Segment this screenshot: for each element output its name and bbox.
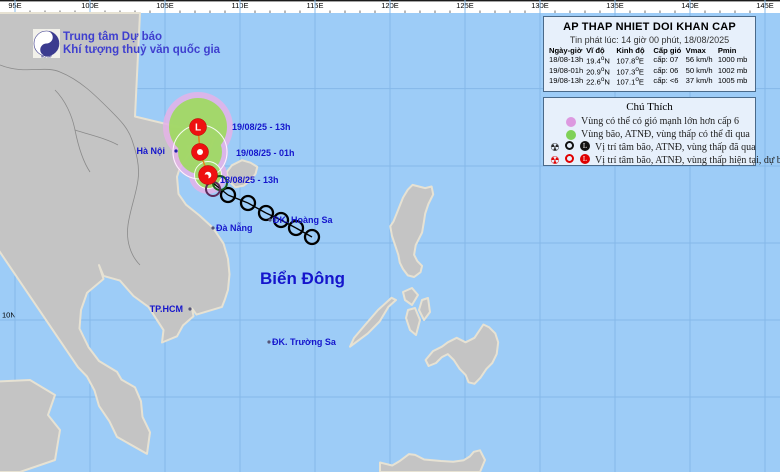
svg-text:10N: 10N: [2, 311, 16, 320]
svg-text:ĐK. Hoàng Sa: ĐK. Hoàng Sa: [273, 215, 334, 225]
svg-text:Hà Nội: Hà Nội: [136, 146, 165, 156]
svg-text:NCHMF: NCHMF: [41, 55, 52, 59]
svg-text:Đà Nẵng: Đà Nẵng: [216, 222, 253, 233]
svg-text:Khí tượng thuỷ văn quốc gia: Khí tượng thuỷ văn quốc gia: [63, 44, 221, 56]
svg-text:ĐK. Trường Sa: ĐK. Trường Sa: [272, 337, 337, 347]
svg-text:Trung tâm Dự báo: Trung tâm Dự báo: [63, 31, 162, 43]
svg-text:19/08/25 - 01h: 19/08/25 - 01h: [236, 148, 295, 158]
svg-text:TP.HCM: TP.HCM: [150, 304, 183, 314]
svg-text:L: L: [195, 123, 201, 134]
svg-text:18/08/25 - 13h: 18/08/25 - 13h: [220, 175, 279, 185]
svg-text:19/08/25 - 13h: 19/08/25 - 13h: [232, 122, 291, 132]
svg-text:Biển Đông: Biển Đông: [260, 269, 345, 288]
